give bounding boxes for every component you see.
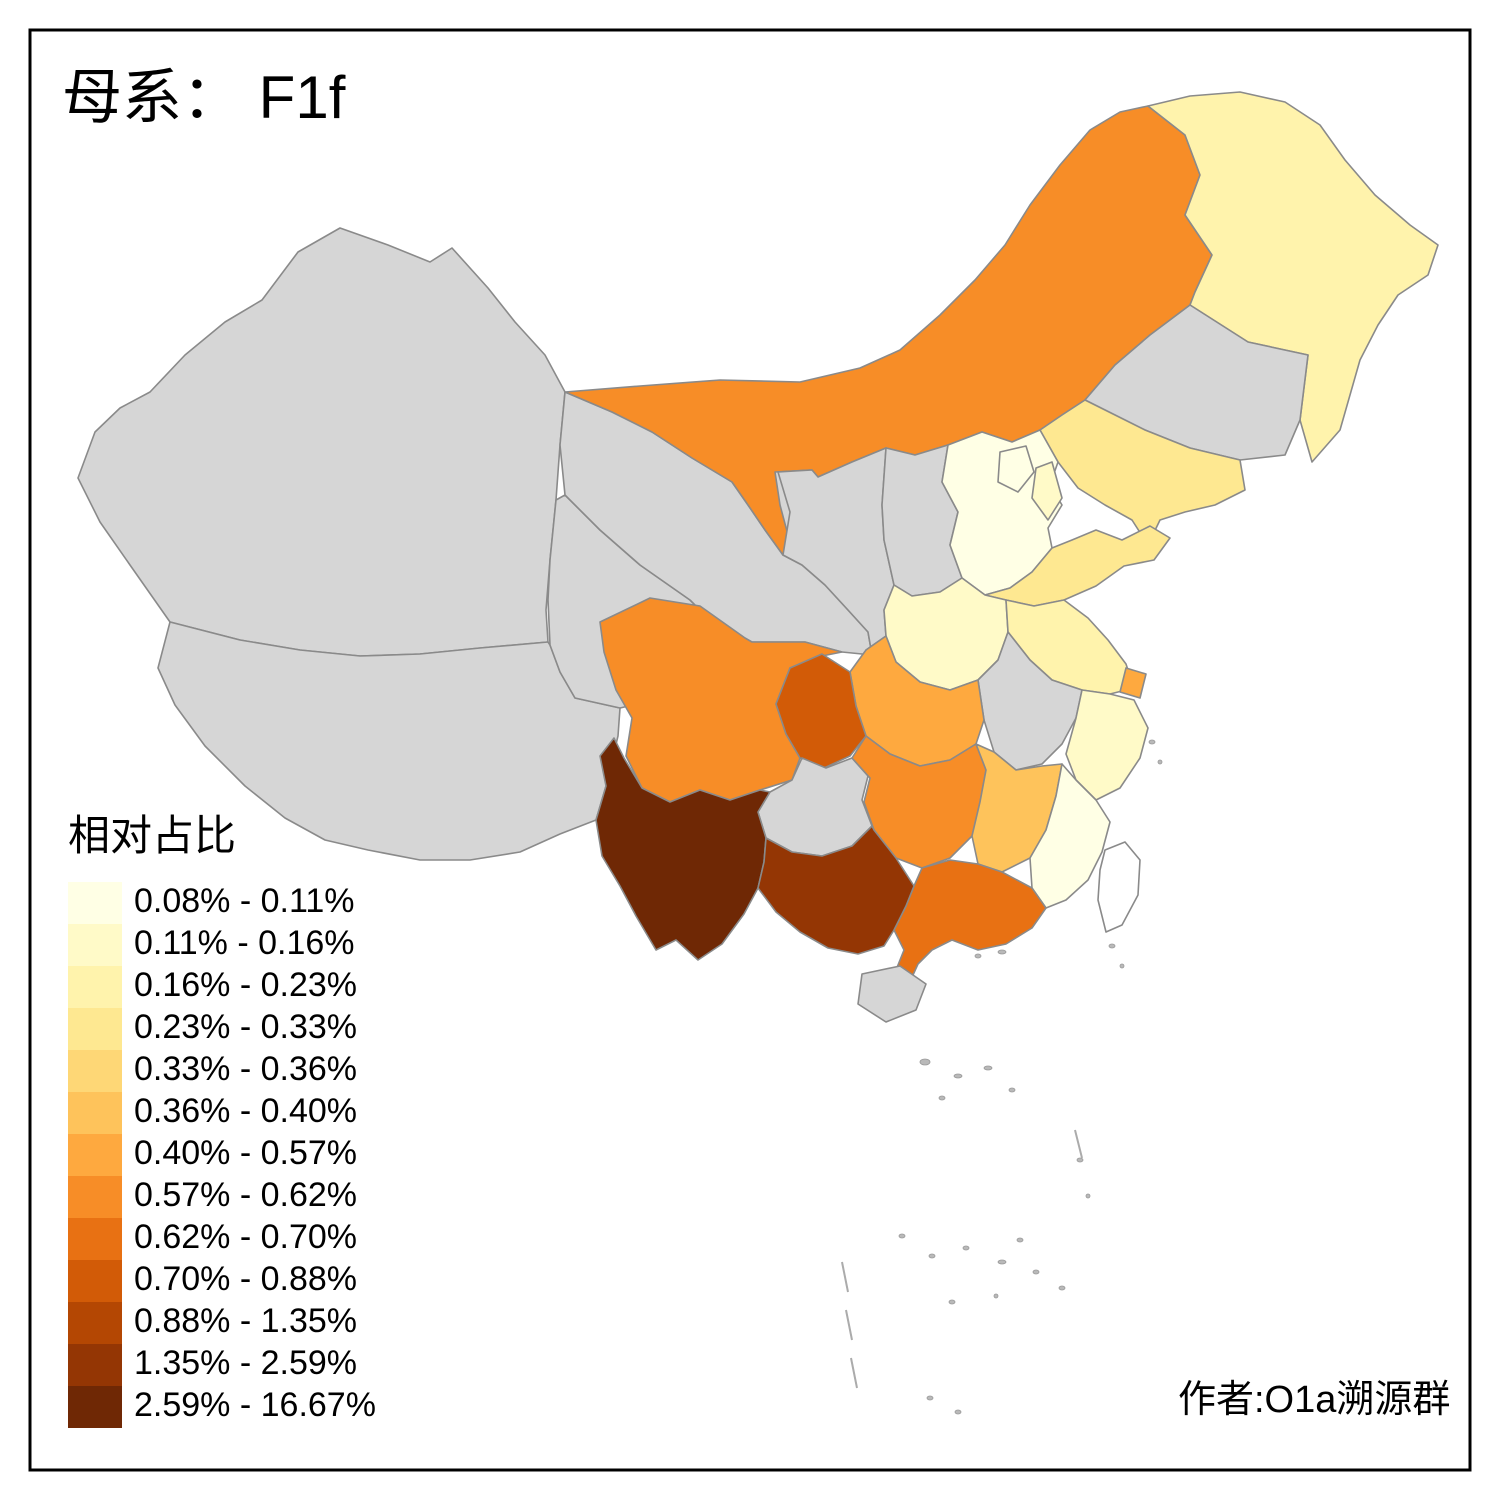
island-speck — [926, 1395, 934, 1401]
legend-label-11: 1.35% - 2.59% — [134, 1344, 357, 1382]
legend-label-7: 0.57% - 0.62% — [134, 1176, 357, 1214]
island-speck — [1157, 759, 1163, 765]
legend-label-2: 0.16% - 0.23% — [134, 966, 357, 1004]
province-tianjin — [1031, 461, 1063, 521]
province-yunnan — [595, 737, 771, 961]
province-xinjiang — [77, 227, 566, 657]
province-guangxi — [757, 825, 915, 955]
province-layer — [77, 91, 1439, 1023]
island-speck — [953, 1073, 963, 1079]
legend-label-0: 0.08% - 0.11% — [134, 882, 355, 920]
legend-label-6: 0.40% - 0.57% — [134, 1134, 357, 1172]
province-chongqing — [775, 653, 867, 769]
province-heilongjiang — [1147, 91, 1439, 463]
island-speck — [1119, 963, 1125, 969]
legend-swatch-1 — [68, 924, 122, 966]
island-speck — [1108, 943, 1116, 949]
province-zhejiang — [1065, 689, 1149, 801]
legend-label-4: 0.33% - 0.36% — [134, 1050, 357, 1088]
legend-label-10: 0.88% - 1.35% — [134, 1302, 357, 1340]
legend-label-12: 2.59% - 16.67% — [134, 1386, 376, 1424]
island-speck — [938, 1095, 946, 1101]
island-speck — [928, 1253, 936, 1259]
map-title: 母系： F1f — [62, 64, 346, 131]
island-speck — [1085, 1193, 1091, 1199]
island-speck — [997, 949, 1007, 955]
island-speck — [1016, 1237, 1024, 1243]
legend-swatch-3 — [68, 1008, 122, 1050]
legend-label-5: 0.36% - 0.40% — [134, 1092, 357, 1130]
legend-label-9: 0.70% - 0.88% — [134, 1260, 357, 1298]
legend-label-1: 0.11% - 0.16% — [134, 924, 355, 962]
island-speck — [954, 1409, 962, 1415]
legend-title: 相对占比 — [68, 812, 236, 859]
island-speck — [1058, 1285, 1066, 1291]
sea-boundary-dash — [850, 1357, 858, 1389]
island-speck — [1148, 739, 1156, 745]
island-speck — [962, 1245, 970, 1251]
legend-swatch-4 — [68, 1050, 122, 1092]
island-speck — [948, 1299, 956, 1305]
sea-boundary-dash — [845, 1309, 853, 1341]
island-speck — [993, 1293, 999, 1299]
island-speck — [974, 953, 982, 959]
province-hunan — [851, 735, 987, 869]
island-speck — [1008, 1087, 1016, 1093]
legend-label-8: 0.62% - 0.70% — [134, 1218, 357, 1256]
island-speck — [898, 1233, 906, 1239]
legend-label-3: 0.23% - 0.33% — [134, 1008, 357, 1046]
province-taiwan — [1097, 841, 1141, 933]
province-shanghai — [1119, 667, 1147, 699]
legend-swatch-10 — [68, 1302, 122, 1344]
legend-swatch-0 — [68, 882, 122, 924]
legend-swatch-2 — [68, 966, 122, 1008]
island-speck — [1032, 1269, 1040, 1275]
province-fujian — [1029, 763, 1111, 909]
island-speck — [919, 1058, 931, 1066]
legend-swatch-8 — [68, 1218, 122, 1260]
province-guangdong — [893, 859, 1047, 987]
legend-swatch-7 — [68, 1176, 122, 1218]
south-china-sea-islands — [841, 739, 1163, 1415]
legend-swatch-12 — [68, 1386, 122, 1428]
author-credit: 作者:O1a溯源群 — [1178, 1379, 1450, 1421]
legend-swatch-5 — [68, 1092, 122, 1134]
legend-swatch-11 — [68, 1344, 122, 1386]
island-speck — [983, 1065, 993, 1071]
legend: 相对占比 0.08% - 0.11% 0.11% - 0.16% 0.16% -… — [68, 812, 376, 1428]
island-speck — [997, 1259, 1007, 1265]
island-speck — [1076, 1157, 1084, 1163]
sea-boundary-dash — [1074, 1129, 1083, 1159]
legend-swatch-9 — [68, 1260, 122, 1302]
legend-swatch-6 — [68, 1134, 122, 1176]
sea-boundary-dash — [841, 1261, 849, 1293]
province-hainan — [857, 965, 927, 1023]
plot-border — [28, 28, 1472, 1472]
province-beijing — [997, 445, 1035, 493]
